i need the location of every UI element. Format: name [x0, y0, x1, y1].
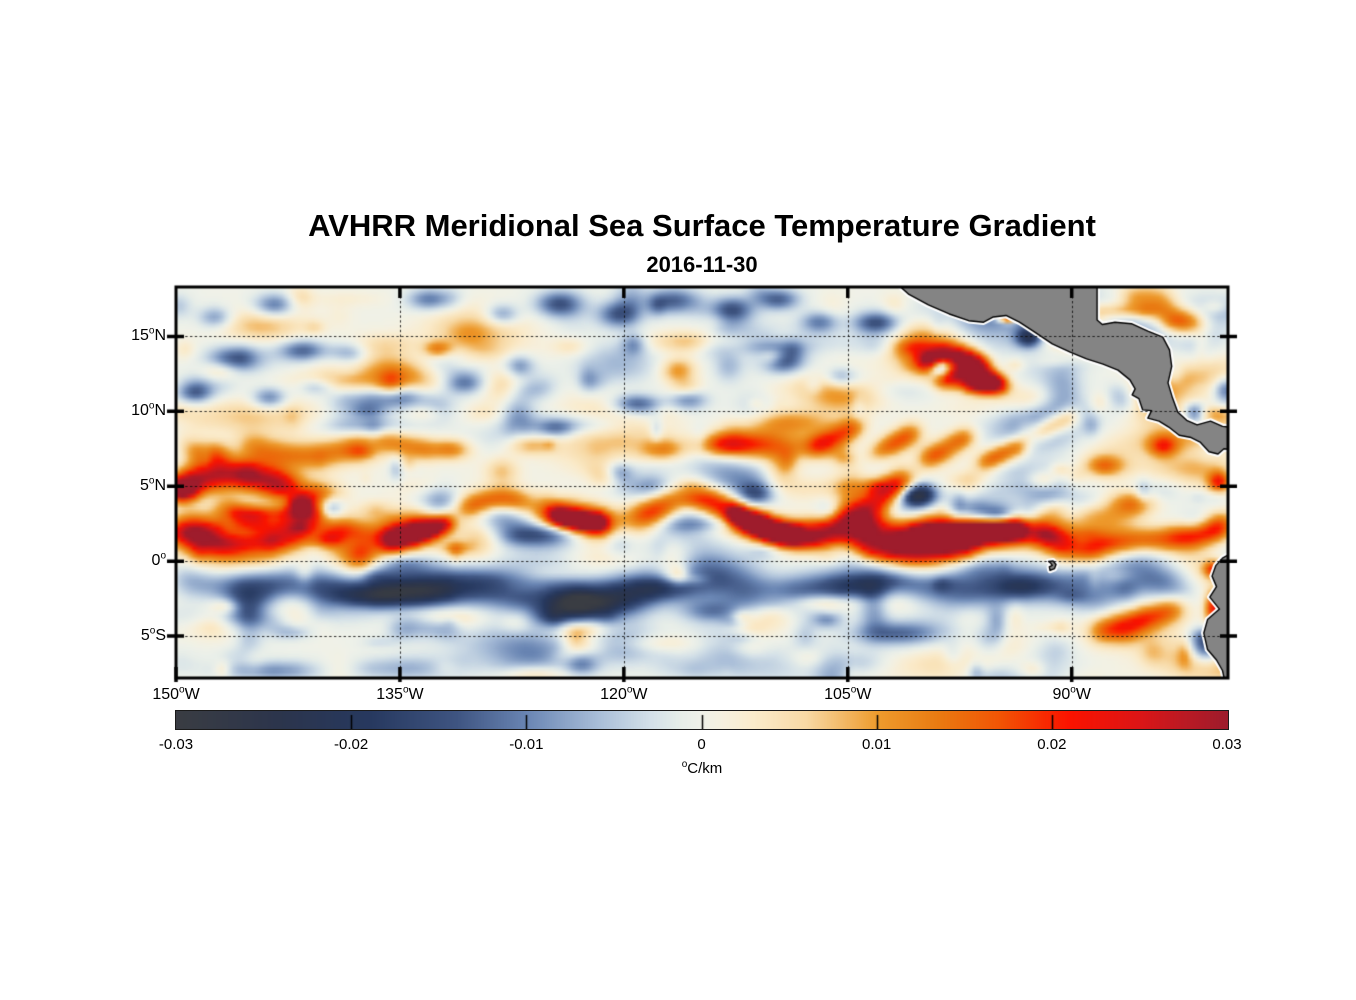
colorbar-canvas [175, 710, 1229, 730]
colorbar-tick-label: 0.02 [1037, 736, 1067, 753]
colorbar-tick-label: -0.01 [509, 736, 544, 753]
colorbar-tick-label: 0.01 [862, 736, 892, 753]
lat-tick-label: 5oN [139, 475, 166, 495]
colorbar-tick-label: -0.02 [334, 736, 369, 753]
plot-title: AVHRR Meridional Sea Surface Temperature… [308, 208, 1096, 243]
colorbar-tick-label: 0 [697, 736, 706, 753]
lon-tick-label: 135oW [376, 684, 424, 703]
lon-tick-label: 120oW [600, 684, 648, 703]
colorbar-tick-label: 0.03 [1212, 736, 1242, 753]
lon-tick-label: 105oW [824, 684, 872, 703]
lat-tick-label: 10oN [131, 401, 166, 420]
degree-symbol: o [681, 759, 688, 770]
lat-tick-label: 15oN [131, 326, 166, 345]
lat-tick-label: 5oS [140, 625, 166, 645]
sst-gradient-map-canvas [156, 267, 1248, 698]
colorbar-unit-label: oC/km [602, 759, 802, 778]
lon-tick-label: 150oW [152, 684, 200, 703]
lat-tick-label: 0o [151, 550, 166, 570]
colorbar-unit-text: C/km [687, 760, 723, 777]
lon-tick-label: 90oW [1052, 684, 1091, 703]
colorbar-tick-label: -0.03 [158, 736, 194, 753]
